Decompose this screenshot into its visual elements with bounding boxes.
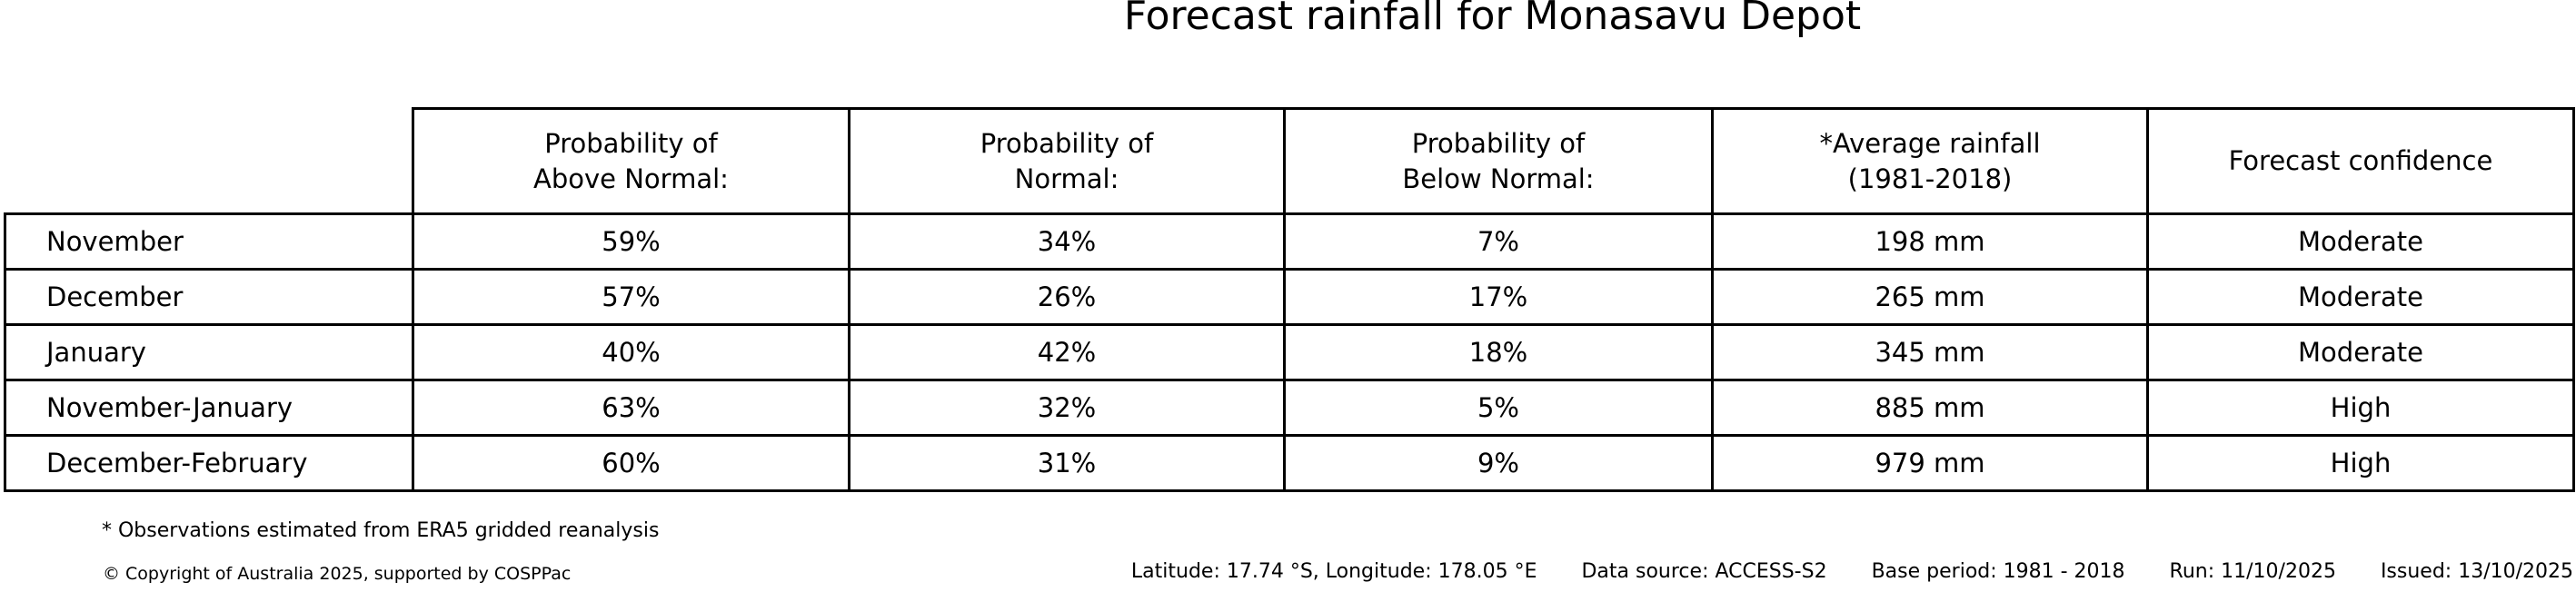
cell-normal: 31% bbox=[848, 434, 1286, 492]
cell-below-normal: 7% bbox=[1283, 212, 1714, 271]
cell-confidence: Moderate bbox=[2146, 323, 2575, 381]
table-row: January 40% 42% 18% 345 mm Moderate bbox=[4, 323, 2575, 381]
cell-below-normal: 17% bbox=[1283, 268, 1714, 326]
cell-average-rainfall: 198 mm bbox=[1711, 212, 2149, 271]
table-row: November 59% 34% 7% 198 mm Moderate bbox=[4, 212, 2575, 271]
cell-period: December-February bbox=[4, 434, 414, 492]
cell-confidence: High bbox=[2146, 379, 2575, 437]
cell-confidence: High bbox=[2146, 434, 2575, 492]
footer-issued-date: Issued: 13/10/2025 bbox=[2380, 560, 2573, 583]
cell-average-rainfall: 885 mm bbox=[1711, 379, 2149, 437]
header-row: Probability of Above Normal: Probability… bbox=[5, 107, 2575, 215]
figure-title: Forecast rainfall for Monasavu Depot bbox=[1123, 0, 1862, 39]
forecast-table-container: Probability of Above Normal: Probability… bbox=[4, 107, 2575, 492]
cell-confidence: Moderate bbox=[2146, 212, 2575, 271]
cell-average-rainfall: 265 mm bbox=[1711, 268, 2149, 326]
cell-above-normal: 57% bbox=[412, 268, 850, 326]
cell-above-normal: 59% bbox=[412, 212, 850, 271]
cell-above-normal: 40% bbox=[412, 323, 850, 381]
cell-period: December bbox=[4, 268, 414, 326]
cell-normal: 34% bbox=[848, 212, 1286, 271]
footer-run-date: Run: 11/10/2025 bbox=[2169, 560, 2336, 583]
table-row: December 57% 26% 17% 265 mm Moderate bbox=[4, 268, 2575, 326]
table-row: December-February 60% 31% 9% 979 mm High bbox=[4, 434, 2575, 492]
footer-location: Latitude: 17.74 °S, Longitude: 178.05 °E bbox=[1130, 560, 1537, 583]
cell-normal: 42% bbox=[848, 323, 1286, 381]
col-header-average-rainfall: *Average rainfall (1981-2018) bbox=[1711, 107, 2149, 215]
col-header-below-normal: Probability of Below Normal: bbox=[1283, 107, 1714, 215]
cell-below-normal: 5% bbox=[1283, 379, 1714, 437]
footer-metadata: Latitude: 17.74 °S, Longitude: 178.05 °E… bbox=[1131, 560, 2573, 583]
cell-above-normal: 60% bbox=[412, 434, 850, 492]
cell-period: November bbox=[4, 212, 414, 271]
col-header-normal: Probability of Normal: bbox=[848, 107, 1286, 215]
cell-below-normal: 9% bbox=[1283, 434, 1714, 492]
cell-above-normal: 63% bbox=[412, 379, 850, 437]
cell-period: January bbox=[4, 323, 414, 381]
cell-normal: 32% bbox=[848, 379, 1286, 437]
table-row: November-January 63% 32% 5% 885 mm High bbox=[4, 379, 2575, 437]
footnote: * Observations estimated from ERA5 gridd… bbox=[102, 519, 660, 542]
header-spacer bbox=[5, 109, 413, 214]
cell-average-rainfall: 345 mm bbox=[1711, 323, 2149, 381]
footer-base-period: Base period: 1981 - 2018 bbox=[1871, 560, 2125, 583]
col-header-above-normal: Probability of Above Normal: bbox=[412, 107, 850, 215]
cell-normal: 26% bbox=[848, 268, 1286, 326]
copyright-text: © Copyright of Australia 2025, supported… bbox=[103, 564, 572, 584]
cell-average-rainfall: 979 mm bbox=[1711, 434, 2149, 492]
cell-period: November-January bbox=[4, 379, 414, 437]
cell-below-normal: 18% bbox=[1283, 323, 1714, 381]
footer-data-source: Data source: ACCESS-S2 bbox=[1581, 560, 1827, 583]
forecast-table: Probability of Above Normal: Probability… bbox=[4, 107, 2575, 492]
cell-confidence: Moderate bbox=[2146, 268, 2575, 326]
col-header-forecast-confidence: Forecast confidence bbox=[2146, 107, 2575, 215]
